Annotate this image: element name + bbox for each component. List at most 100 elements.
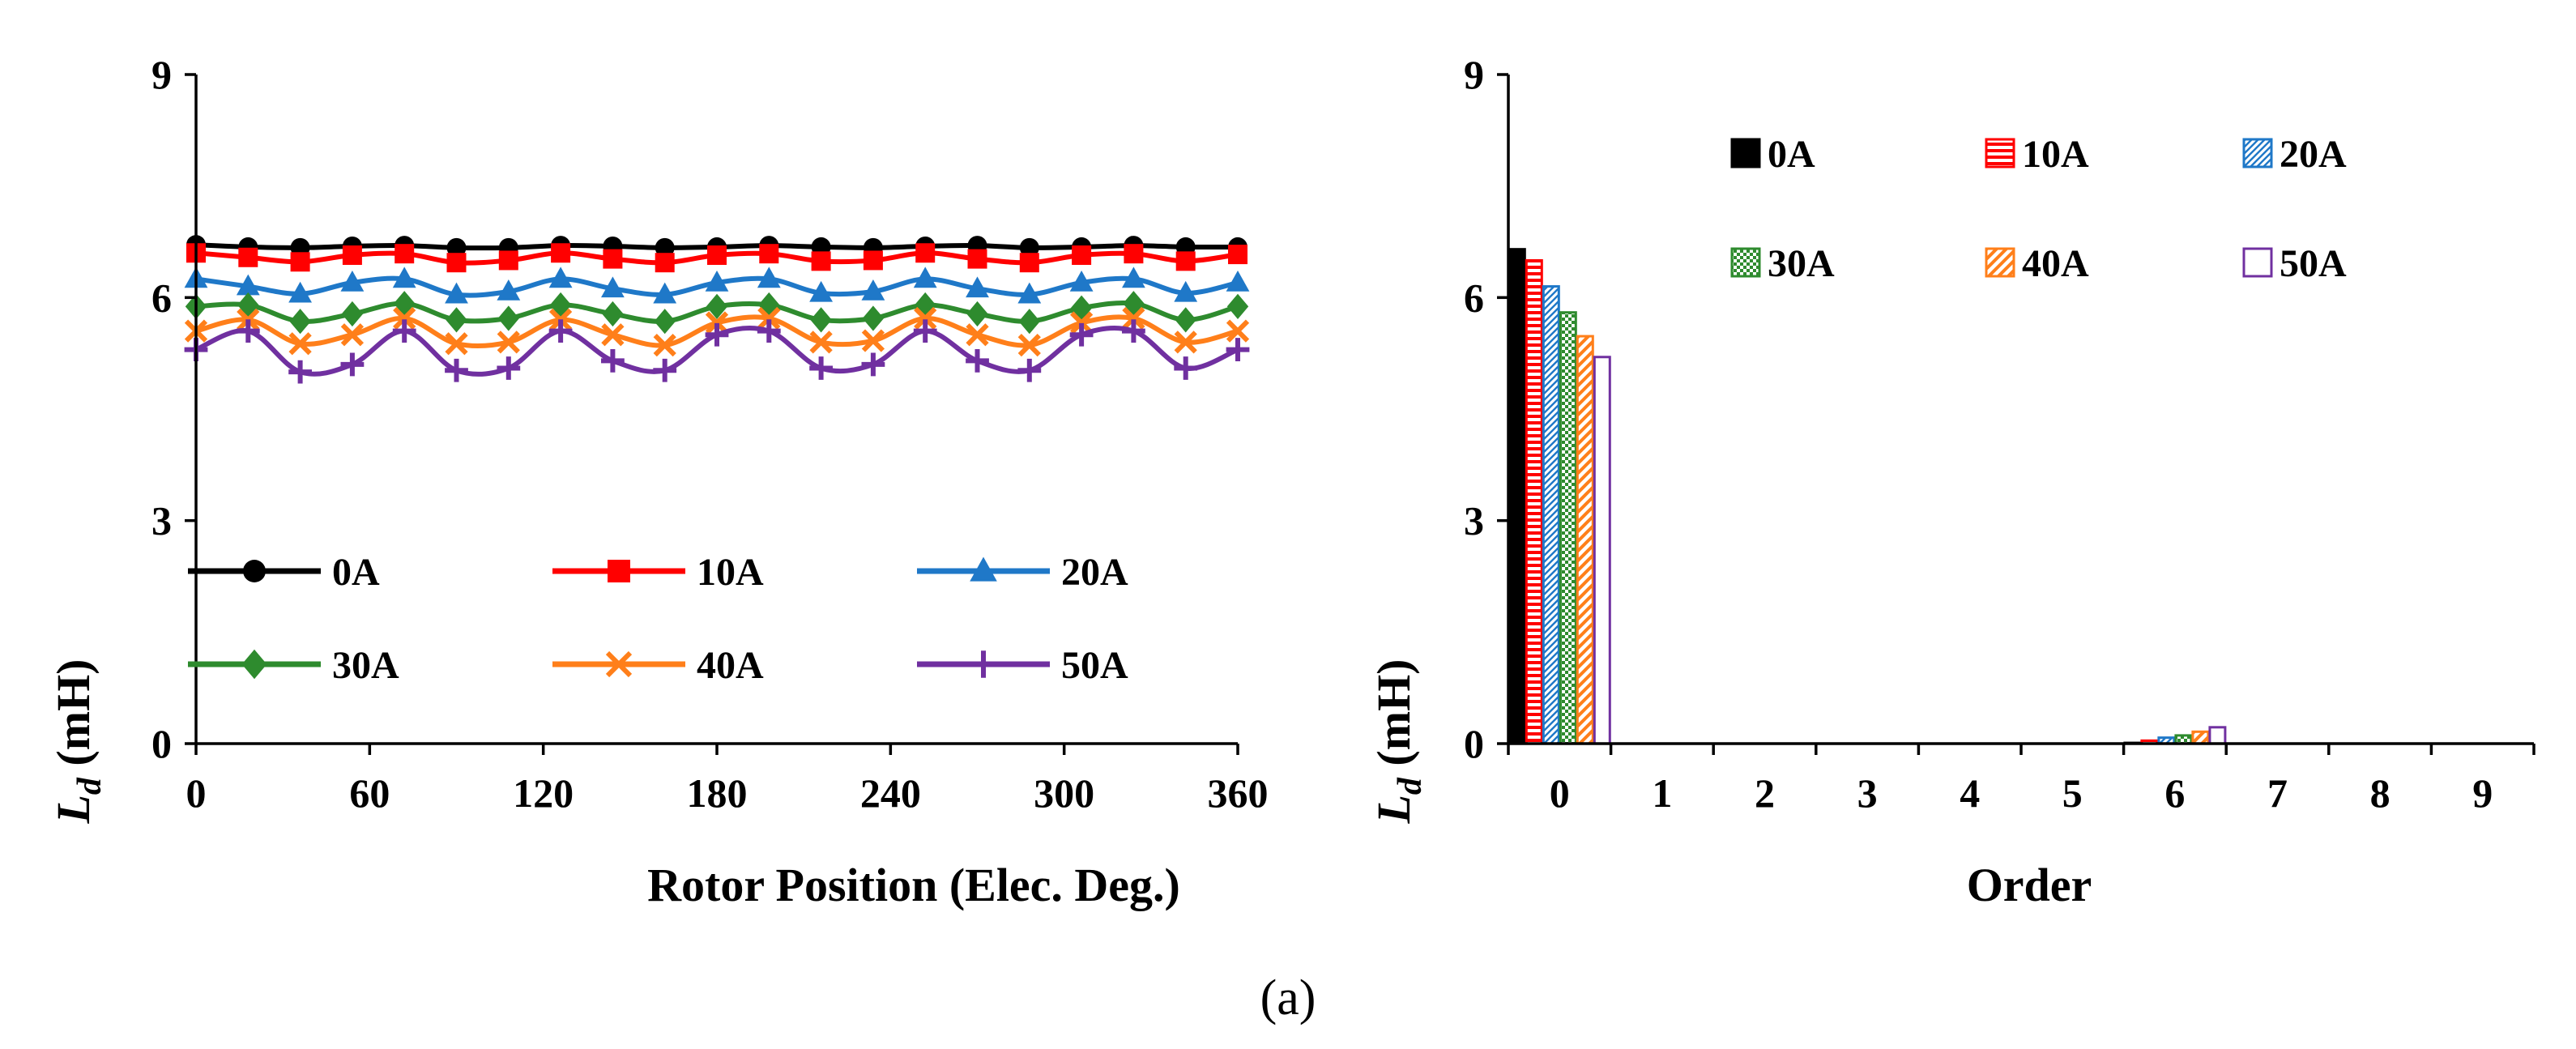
series-20A <box>184 267 1250 304</box>
data-point <box>1228 245 1247 265</box>
legend: 0A 10A 20A 30A 40A 50A <box>188 551 1128 687</box>
data-point <box>238 247 258 267</box>
bar <box>1542 285 1560 745</box>
legend-label: 30A <box>1768 242 1835 285</box>
data-point <box>601 348 625 373</box>
data-point <box>1019 237 1039 258</box>
data-point <box>288 360 312 384</box>
x-tick-label: 3 <box>1857 770 1878 816</box>
data-point <box>809 356 833 380</box>
data-point <box>861 352 885 377</box>
plot-area <box>1508 248 2227 745</box>
data-point <box>757 306 781 330</box>
y-tick-label: 6 <box>1464 275 1484 320</box>
data-point <box>498 250 518 271</box>
data-point <box>707 245 727 266</box>
series-30A <box>1559 311 2193 745</box>
data-point <box>1122 267 1145 288</box>
legend-swatch <box>2242 138 2273 168</box>
x-tick-label: 240 <box>860 770 921 816</box>
data-point-legend <box>608 560 630 582</box>
data-point <box>705 311 729 335</box>
legend-label: 40A <box>697 644 764 687</box>
legend-label: 0A <box>332 551 380 594</box>
x-tick-label: 8 <box>2370 770 2390 816</box>
data-point <box>341 301 364 327</box>
data-point <box>602 301 624 327</box>
legend-label: 50A <box>2280 242 2347 285</box>
data-point <box>915 243 936 263</box>
data-point <box>705 322 729 347</box>
data-point <box>655 237 675 258</box>
bar <box>1508 248 1526 745</box>
data-point <box>548 267 573 288</box>
data-point <box>758 292 780 318</box>
data-point <box>1226 338 1250 361</box>
data-point-legend <box>243 560 266 582</box>
x-tick-labels: 0 60 120 180 240 300 360 <box>186 770 1269 816</box>
data-point <box>966 348 989 373</box>
legend-label: 0A <box>1768 133 1815 176</box>
legend-item-50A: 50A <box>2242 242 2347 285</box>
legend-swatch <box>1985 247 2015 278</box>
data-point <box>914 306 937 330</box>
data-point <box>1226 270 1250 292</box>
y-axis-title: Ld (mH) <box>1367 659 1429 825</box>
data-point <box>446 307 467 333</box>
bar <box>2208 726 2227 745</box>
legend-item-20A: 20A <box>2242 133 2347 176</box>
legend-item-0A: 0A <box>188 551 380 594</box>
data-point <box>601 276 625 298</box>
data-point <box>967 249 987 269</box>
data-point <box>862 305 885 331</box>
data-point <box>1072 245 1092 266</box>
data-point <box>706 293 728 319</box>
data-point <box>1069 322 1094 347</box>
y-tick-labels: 0 3 6 9 <box>151 52 172 766</box>
data-point <box>966 301 988 327</box>
y-tick-label: 9 <box>1464 52 1484 97</box>
data-point <box>395 244 415 264</box>
data-point <box>445 332 468 356</box>
data-point <box>446 253 467 273</box>
legend-item-40A: 40A <box>552 644 764 687</box>
data-point <box>236 274 260 296</box>
data-point <box>759 244 779 264</box>
legend-swatch <box>1985 138 2015 168</box>
data-point <box>1070 295 1093 321</box>
legend-swatch <box>1730 247 1761 278</box>
y-axis-title: Ld (mH) <box>47 659 109 825</box>
data-point <box>497 305 519 331</box>
data-point <box>653 333 676 357</box>
data-point <box>809 280 833 302</box>
data-point-legend <box>970 650 997 678</box>
data-point <box>1122 306 1145 330</box>
y-tick-label: 9 <box>151 52 172 97</box>
x-tick-label: 7 <box>2267 770 2288 816</box>
x-tick-labels: 0 1 2 3 4 5 6 7 8 9 <box>1550 770 2493 816</box>
data-point <box>1019 253 1039 273</box>
series-50A <box>184 319 1250 384</box>
x-tick-label: 60 <box>349 770 390 816</box>
data-point <box>1017 282 1042 304</box>
data-point <box>1124 244 1144 264</box>
legend-item-20A: 20A <box>917 551 1128 594</box>
data-point <box>288 281 312 303</box>
data-point <box>1174 356 1198 380</box>
data-point <box>1017 333 1041 357</box>
y-tick-label: 0 <box>1464 721 1484 766</box>
legend-label: 10A <box>2022 133 2089 176</box>
data-point-legend <box>605 650 633 678</box>
legend-label: 50A <box>1061 644 1128 687</box>
data-point <box>913 319 937 343</box>
data-point <box>1174 280 1198 302</box>
bar <box>1576 335 1594 745</box>
legend-item-10A: 10A <box>1985 133 2089 176</box>
x-tick-label: 4 <box>1960 770 1980 816</box>
data-point <box>757 319 781 343</box>
legend-item-50A: 50A <box>917 644 1128 687</box>
x-tick-label: 0 <box>186 770 207 816</box>
data-point <box>809 330 833 354</box>
data-point <box>340 270 365 292</box>
